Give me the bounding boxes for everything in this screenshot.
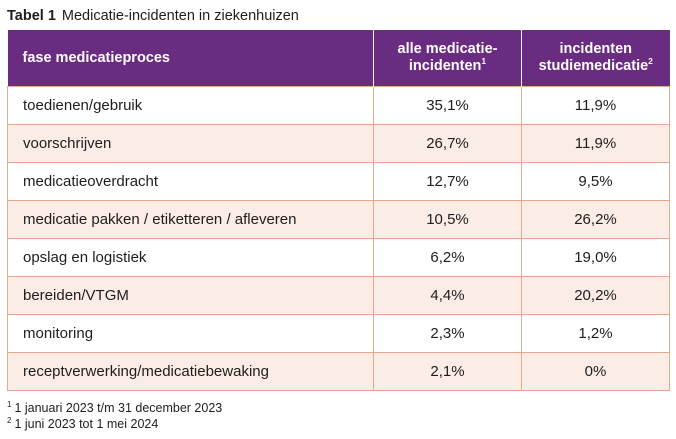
header-study-line1: incidenten [559, 41, 632, 57]
table-title: Medicatie-incidenten in ziekenhuizen [61, 8, 299, 24]
footnote-ref-1: 1 [481, 56, 487, 67]
study-medication-cell: 11,9% [521, 124, 670, 163]
study-medication-cell: 1,2% [521, 314, 670, 353]
table-number: Tabel 1 [7, 8, 56, 24]
header-all-line2: incidenten [408, 58, 482, 74]
phase-cell: bereiden/VTGM [7, 276, 374, 315]
footnote-text-1: 1 januari 2023 t/m 31 december 2023 [14, 401, 223, 415]
header-row: fase medicatieproces alle medicatie- inc… [7, 30, 670, 87]
table-body: toedienen/gebruik 35,1% 11,9% voorschrij… [7, 86, 670, 391]
footnote-ref-2: 2 [648, 56, 653, 67]
header-all-line1: alle medicatie- [397, 41, 498, 57]
all-incidents-cell: 10,5% [373, 200, 522, 239]
all-incidents-cell: 6,2% [373, 238, 522, 277]
all-incidents-cell: 26,7% [373, 124, 522, 163]
incidents-table: fase medicatieproces alle medicatie- inc… [7, 30, 670, 391]
phase-cell: medicatie pakken / etiketteren / aflever… [7, 200, 374, 239]
phase-cell: medicatieoverdracht [7, 162, 374, 201]
footnote-mark-1: 1 [7, 399, 12, 409]
table-row: medicatie pakken / etiketteren / aflever… [7, 200, 670, 239]
all-incidents-cell: 12,7% [373, 162, 522, 201]
all-incidents-cell: 35,1% [373, 86, 522, 125]
study-medication-cell: 20,2% [521, 276, 670, 315]
phase-cell: receptverwerking/medicatiebewaking [7, 352, 374, 391]
table-header: fase medicatieproces alle medicatie- inc… [7, 30, 670, 87]
header-phase: fase medicatieproces [7, 30, 374, 87]
header-all-incidents: alle medicatie- incidenten1 [373, 30, 522, 87]
table-row: toedienen/gebruik 35,1% 11,9% [7, 86, 670, 125]
all-incidents-cell: 4,4% [373, 276, 522, 315]
study-medication-cell: 9,5% [521, 162, 670, 201]
study-medication-cell: 26,2% [521, 200, 670, 239]
table-row: opslag en logistiek 6,2% 19,0% [7, 238, 670, 277]
phase-cell: opslag en logistiek [7, 238, 374, 277]
table-row: voorschrijven 26,7% 11,9% [7, 124, 670, 163]
phase-cell: monitoring [7, 314, 374, 353]
study-medication-cell: 11,9% [521, 86, 670, 125]
study-medication-cell: 19,0% [521, 238, 670, 277]
table-row: monitoring 2,3% 1,2% [7, 314, 670, 353]
table-caption: Tabel 1 Medicatie-incidenten in ziekenhui… [7, 6, 299, 26]
all-incidents-cell: 2,3% [373, 314, 522, 353]
phase-cell: voorschrijven [7, 124, 374, 163]
all-incidents-cell: 2,1% [373, 352, 522, 391]
header-study-line2: studiemedicatie [538, 58, 649, 74]
phase-cell: toedienen/gebruik [7, 86, 374, 125]
footnote-text-2: 1 juni 2023 tot 1 mei 2024 [14, 417, 159, 431]
table-row: receptverwerking/medicatiebewaking 2,1% … [7, 352, 670, 391]
table-row: bereiden/VTGM 4,4% 20,2% [7, 276, 670, 315]
header-study-medication: incidenten studiemedicatie2 [521, 30, 670, 87]
table-row: medicatieoverdracht 12,7% 9,5% [7, 162, 670, 201]
footnote-mark-2: 2 [7, 415, 12, 425]
study-medication-cell: 0% [521, 352, 670, 391]
